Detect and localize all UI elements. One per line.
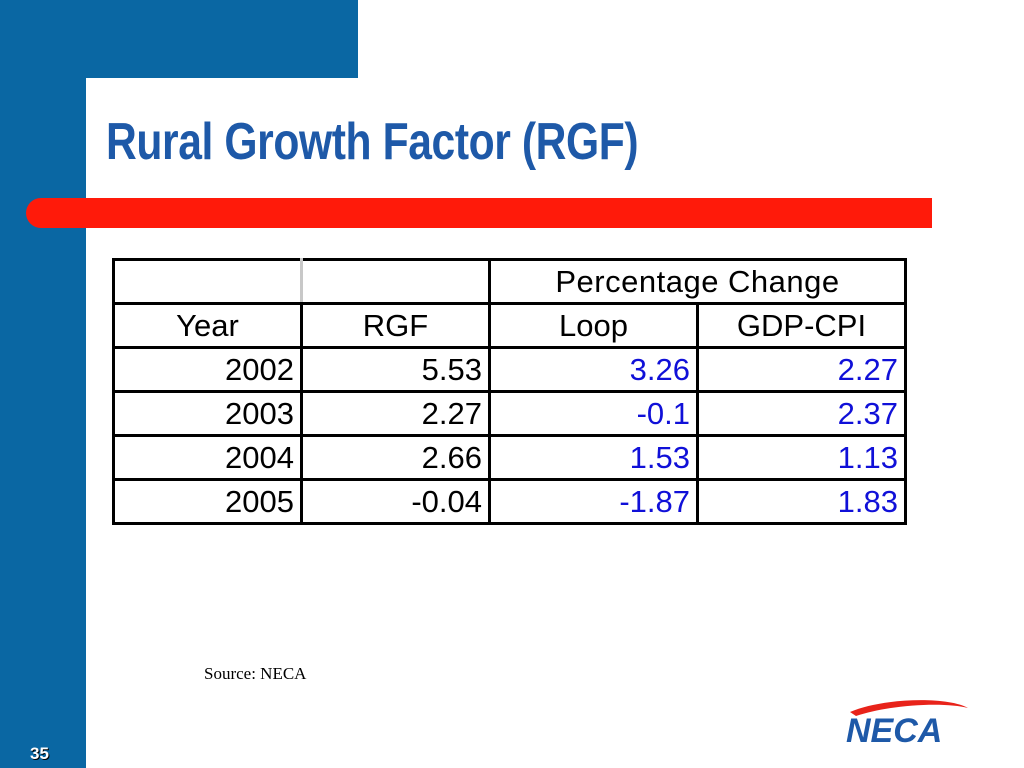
- frame-left-bar: [0, 0, 86, 768]
- group-header-row: Percentage Change: [112, 258, 908, 305]
- title-divider: [26, 198, 932, 228]
- loop-cell: -1.87: [488, 478, 699, 525]
- gdp-cpi-cell: 2.37: [695, 390, 908, 437]
- table-row: 2003 2.27 -0.1 2.37: [112, 390, 908, 437]
- loop-cell: -0.1: [488, 390, 699, 437]
- rgf-cell: 2.27: [300, 390, 491, 437]
- gdp-cpi-cell: 1.13: [695, 434, 908, 481]
- table-row: 2005 -0.04 -1.87 1.83: [112, 478, 908, 525]
- rgf-table: Percentage Change Year RGF Loop GDP-CPI …: [112, 258, 908, 525]
- column-header-row: Year RGF Loop GDP-CPI: [112, 302, 908, 349]
- year-cell: 2002: [112, 346, 303, 393]
- empty-header-cell: [112, 258, 303, 305]
- frame-top-bar: [0, 0, 358, 78]
- column-header-loop: Loop: [488, 302, 699, 349]
- rgf-cell: 5.53: [300, 346, 491, 393]
- column-header-year: Year: [112, 302, 303, 349]
- table-row: 2002 5.53 3.26 2.27: [112, 346, 908, 393]
- year-cell: 2005: [112, 478, 303, 525]
- logo-text: NECA: [846, 712, 942, 748]
- slide-title: Rural Growth Factor (RGF): [106, 113, 639, 171]
- column-header-rgf: RGF: [300, 302, 491, 349]
- empty-header-cell: [300, 258, 491, 305]
- loop-cell: 3.26: [488, 346, 699, 393]
- column-header-gdp-cpi: GDP-CPI: [695, 302, 908, 349]
- rgf-cell: 2.66: [300, 434, 491, 481]
- neca-logo: NECA: [846, 700, 968, 748]
- year-cell: 2004: [112, 434, 303, 481]
- page-number: 35: [30, 744, 49, 763]
- percentage-change-header: Percentage Change: [487, 258, 908, 305]
- gdp-cpi-cell: 1.83: [695, 478, 908, 525]
- gdp-cpi-cell: 2.27: [695, 346, 908, 393]
- table-row: 2004 2.66 1.53 1.13: [112, 434, 908, 481]
- year-cell: 2003: [112, 390, 303, 437]
- source-note: Source: NECA: [204, 664, 307, 683]
- rgf-cell: -0.04: [300, 478, 491, 525]
- loop-cell: 1.53: [488, 434, 699, 481]
